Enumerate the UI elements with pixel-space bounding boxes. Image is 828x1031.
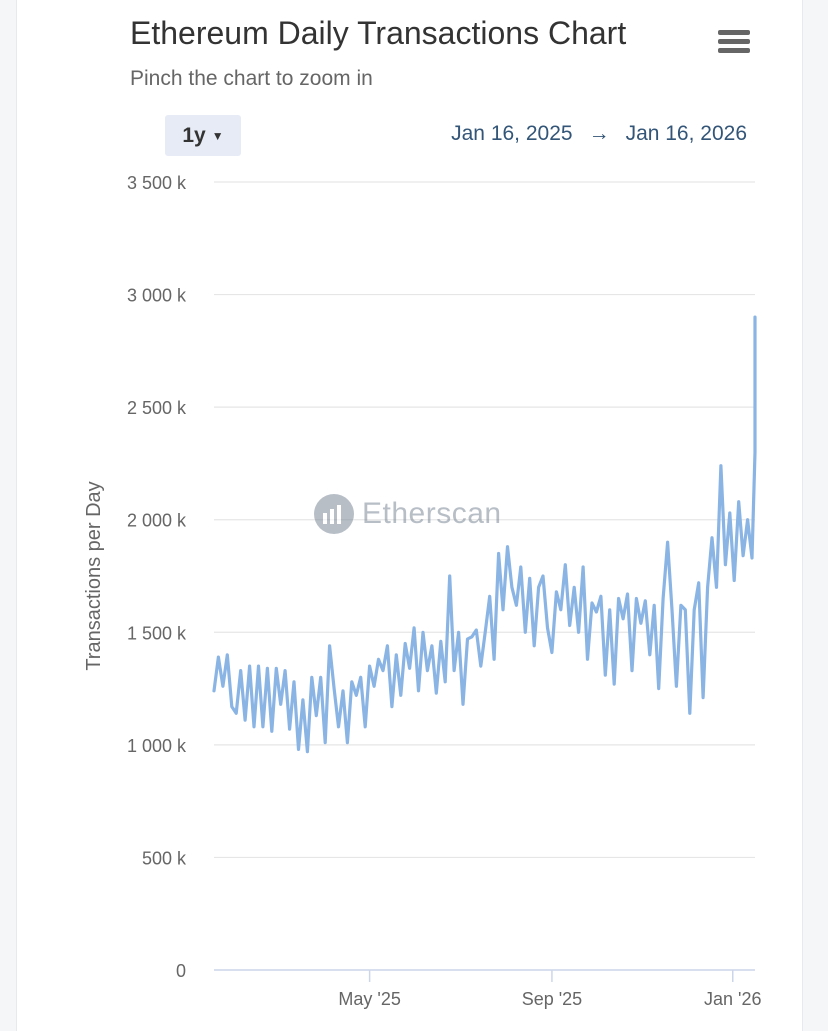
y-tick-label: 2 500 k <box>127 398 187 418</box>
series-line[interactable] <box>212 315 757 754</box>
y-tick-label: 1 000 k <box>127 736 187 756</box>
x-tick-label: Sep '25 <box>522 989 583 1009</box>
x-tick-label: May '25 <box>338 989 400 1009</box>
chart-subtitle: Pinch the chart to zoom in <box>130 67 373 90</box>
date-range: Jan 16, 2025 → Jan 16, 2026 <box>451 122 747 146</box>
etherscan-logo-icon <box>314 494 354 534</box>
y-tick-label: 0 <box>176 961 186 981</box>
menu-bar <box>718 30 750 35</box>
watermark-text: Etherscan <box>362 497 502 530</box>
chart-card <box>16 0 803 1031</box>
arrow-right-icon: → <box>588 122 610 145</box>
x-tick-label: Jan '26 <box>704 989 761 1009</box>
range-selector-label: 1y <box>182 123 206 147</box>
caret-down-icon: ▼ <box>211 128 224 143</box>
range-selector-button[interactable]: 1y ▼ <box>165 115 241 156</box>
menu-bar <box>718 48 750 53</box>
y-axis-title: Transactions per Day <box>83 481 105 670</box>
date-range-to[interactable]: Jan 16, 2026 <box>625 122 747 145</box>
chart-title: Ethereum Daily Transactions Chart <box>130 15 627 51</box>
y-tick-label: 3 000 k <box>127 286 187 306</box>
date-range-from[interactable]: Jan 16, 2025 <box>451 122 573 145</box>
hamburger-menu-icon[interactable] <box>714 26 754 58</box>
y-tick-label: 3 500 k <box>127 173 187 193</box>
y-tick-label: 2 000 k <box>127 511 187 531</box>
menu-bar <box>718 39 750 44</box>
y-tick-label: 500 k <box>142 848 187 868</box>
watermark: Etherscan <box>312 492 502 536</box>
y-tick-label: 1 500 k <box>127 623 187 643</box>
